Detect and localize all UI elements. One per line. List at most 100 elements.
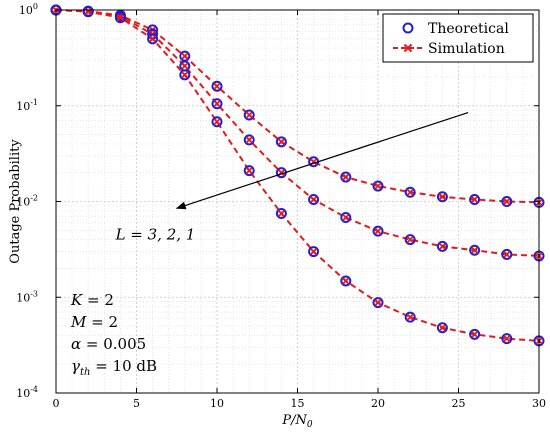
parameter-list: K = 2 M = 2 α = 0.005 γth = 10 dB: [70, 291, 157, 378]
x-axis-label: P/N0: [281, 413, 313, 430]
theoretical-point: [340, 275, 352, 287]
simulation-point-stroke: [245, 111, 253, 119]
theoretical-point: [436, 322, 448, 334]
legend-x-stroke: [403, 43, 413, 53]
simulation-point-stroke: [470, 330, 479, 338]
simulation-point-stroke: [181, 62, 189, 70]
legend-label-simulation: Simulation: [428, 41, 505, 57]
theoretical-point: [82, 6, 94, 18]
simulation-point: [438, 193, 447, 201]
y-tick-label: 100: [19, 2, 38, 17]
simulation-point-stroke: [342, 173, 350, 181]
theoretical-point: [243, 165, 255, 177]
y-tick-label: 10-1: [16, 98, 38, 113]
simulation-point-stroke: [438, 324, 447, 332]
simulation-point: [181, 62, 189, 70]
simulation-point-stroke: [503, 197, 511, 206]
theoretical-point: [469, 328, 481, 340]
parameter-line: M = 2: [70, 313, 118, 331]
parameter-line: α = 0.005: [71, 335, 146, 353]
simulation-point-stroke: [342, 277, 350, 285]
theoretical-point: [340, 171, 352, 183]
theoretical-point: [469, 193, 481, 205]
theoretical-point: [372, 225, 384, 237]
theoretical-point: [340, 212, 352, 224]
simulation-point-stroke: [342, 213, 350, 222]
simulation-point: [374, 227, 382, 235]
simulation-point-stroke: [116, 14, 125, 22]
simulation-point: [503, 197, 511, 206]
grid: [55, 10, 540, 394]
simulation-point: [406, 313, 414, 321]
simulation-point-stroke: [181, 71, 189, 79]
simulation-point-stroke: [406, 313, 414, 321]
x-tick-label: 0: [53, 397, 60, 410]
theoretical-point: [404, 186, 416, 198]
simulation-point-stroke: [277, 138, 286, 146]
simulation-point-stroke: [277, 209, 286, 218]
simulation-point: [245, 111, 253, 119]
simulation-point: [342, 213, 350, 222]
series-line-3: [55, 9, 540, 342]
x-tick-label: 30: [532, 397, 546, 410]
y-tick-label: 10-3: [16, 289, 38, 304]
simulation-point: [374, 298, 382, 307]
simulation-point: [213, 100, 221, 108]
theoretical-point: [211, 116, 223, 128]
theoretical-point: [469, 244, 481, 256]
simulation-point: [374, 182, 382, 190]
simulation-point-stroke: [148, 35, 157, 43]
theoretical-point: [114, 12, 126, 24]
theoretical-point: [501, 196, 513, 207]
simulation-point: [277, 209, 286, 218]
theoretical-point: [436, 191, 448, 203]
theoretical-point: [501, 248, 513, 260]
simulation-point-stroke: [245, 136, 253, 144]
theoretical-point: [179, 69, 191, 81]
simulation-point: [148, 35, 157, 43]
legend-label-theoretical: Theoretical: [428, 21, 509, 37]
legend-box: [382, 13, 534, 63]
legend-marker-theoretical: [402, 22, 414, 34]
legend: Theoretical Simulation: [382, 13, 534, 63]
simulation-point-stroke: [406, 188, 414, 196]
annotation-label: L = 3, 2, 1: [115, 226, 196, 244]
simulation-point: [181, 52, 189, 60]
simulation-point: [309, 247, 318, 256]
simulation-point: [503, 334, 511, 343]
theoretical-point: [243, 134, 255, 146]
simulation-point: [245, 136, 253, 144]
theoretical-point: [211, 80, 223, 92]
simulation-point-stroke: [213, 82, 221, 90]
parameter-line: K = 2: [70, 291, 114, 309]
series-line-2: [55, 9, 540, 257]
simulation-point-stroke: [406, 235, 414, 244]
legend-marker-simulation: [403, 43, 413, 53]
x-tick-label: 20: [371, 397, 385, 410]
theoretical-point: [243, 109, 255, 121]
theoretical-point: [436, 240, 448, 252]
simulation-point-stroke: [470, 195, 479, 204]
series-line-1: [55, 9, 540, 204]
theoretical-point: [275, 207, 287, 219]
simulation-point-stroke: [309, 247, 318, 256]
simulation-point: [342, 173, 350, 181]
simulation-point-stroke: [213, 100, 221, 108]
simulation-point: [213, 82, 221, 90]
simulation-point: [503, 250, 511, 259]
simulation-point-stroke: [213, 118, 221, 126]
simulation-point: [470, 330, 479, 338]
x-tick-label: 10: [210, 397, 224, 410]
theoretical-point: [275, 136, 287, 148]
simulation-point: [342, 277, 350, 285]
x-tick-label: 25: [452, 397, 466, 410]
y-tick-label: 10-4: [16, 385, 38, 400]
simulation-point-stroke: [503, 334, 511, 343]
simulation-point: [277, 138, 286, 146]
simulation-point-stroke: [181, 52, 189, 60]
simulation-point-stroke: [374, 227, 382, 235]
simulation-point: [181, 71, 189, 79]
simulation-point: [406, 235, 414, 244]
simulation-point: [309, 195, 318, 204]
theoretical-point: [404, 234, 416, 246]
